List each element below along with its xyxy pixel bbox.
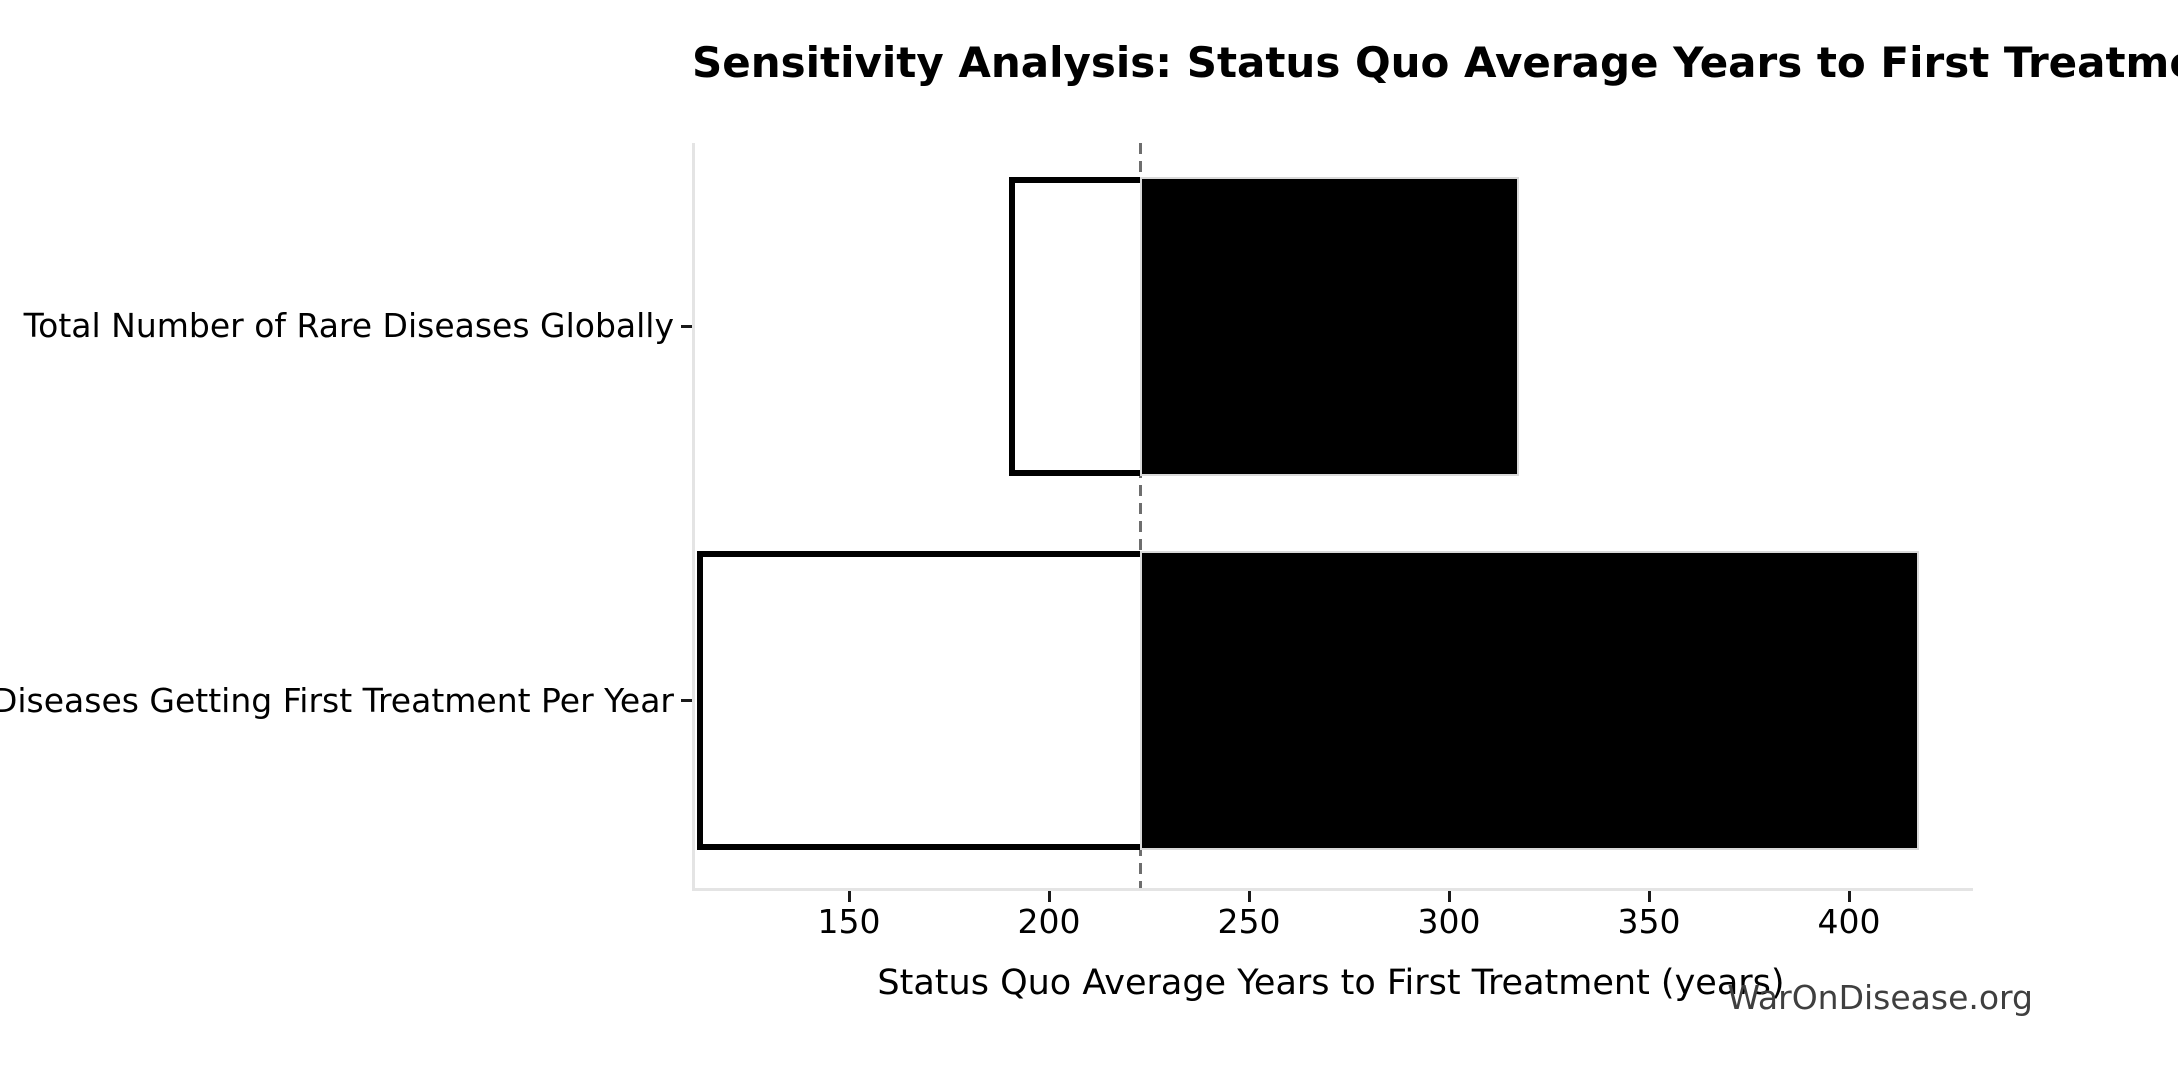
x-tick-label-3: 300 (1417, 902, 1481, 941)
watermark-text: WarOnDisease.org (1727, 978, 2033, 1017)
x-tick-label-4: 350 (1617, 902, 1681, 941)
x-tick-mark-4 (1647, 891, 1651, 902)
bar-row-1-above-baseline-segment (1140, 551, 1919, 850)
y-tick-mark-0 (681, 324, 692, 328)
x-axis-label: Status Quo Average Years to First Treatm… (877, 963, 1785, 1003)
chart-title: Sensitivity Analysis: Status Quo Average… (692, 38, 2178, 87)
x-tick-label-2: 250 (1217, 902, 1281, 941)
x-tick-mark-2 (1247, 891, 1251, 902)
x-tick-mark-5 (1847, 891, 1851, 902)
x-tick-mark-3 (1447, 891, 1451, 902)
bar-row-0-above-baseline-segment (1140, 177, 1519, 476)
baseline-dashed-line (1138, 143, 1142, 888)
x-tick-mark-1 (1047, 891, 1051, 902)
x-tick-label-1: 200 (1017, 902, 1081, 941)
y-tick-label-0: Total Number of Rare Diseases Globally (23, 306, 674, 346)
x-tick-mark-0 (847, 891, 851, 902)
y-tick-label-1: Diseases Getting First Treatment Per Yea… (0, 680, 674, 720)
y-tick-mark-1 (681, 699, 692, 703)
x-tick-label-0: 150 (817, 902, 881, 941)
plot-area (692, 143, 1973, 891)
x-tick-label-5: 400 (1817, 902, 1881, 941)
